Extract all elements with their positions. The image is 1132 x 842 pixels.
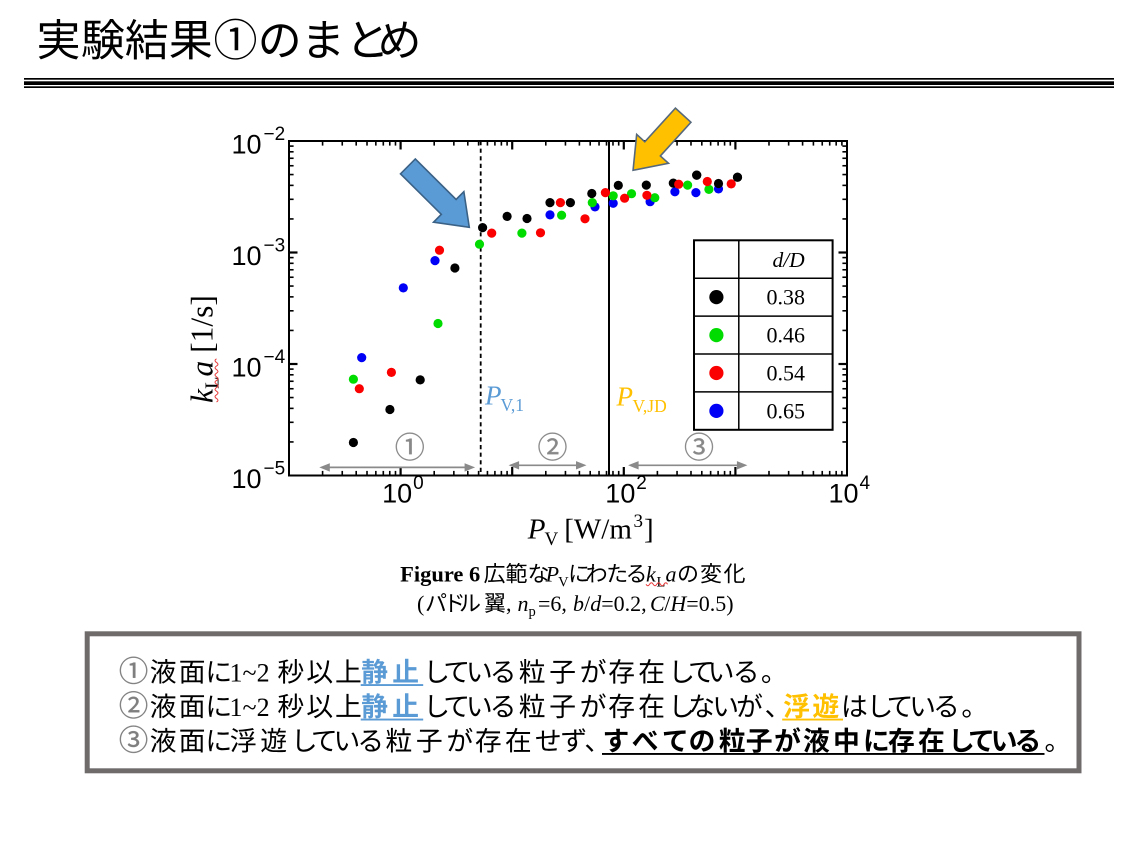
svg-text:10: 10	[231, 129, 261, 159]
svg-text:V: V	[545, 529, 559, 550]
svg-text:3: 3	[634, 511, 644, 532]
svg-text:4: 4	[860, 473, 871, 494]
svg-text:1~2: 1~2	[230, 659, 270, 688]
svg-text:10: 10	[382, 479, 412, 509]
svg-text:V,JD: V,JD	[633, 396, 667, 416]
svg-text:10: 10	[231, 352, 261, 382]
svg-text:−4: −4	[264, 347, 286, 368]
svg-text:[W/m: [W/m	[557, 514, 632, 546]
svg-text:10: 10	[231, 241, 261, 271]
svg-text:Figure 6: Figure 6	[400, 562, 480, 587]
svg-text:b: b	[573, 591, 584, 616]
svg-text:=6,: =6,	[538, 591, 567, 616]
svg-text:/: /	[664, 591, 671, 616]
svg-text:P: P	[545, 562, 559, 587]
svg-text:d: d	[590, 591, 602, 616]
svg-text:0.46: 0.46	[767, 323, 806, 348]
svg-text:C: C	[650, 591, 665, 616]
svg-text:]: ]	[644, 514, 654, 546]
svg-text:L: L	[657, 575, 666, 591]
svg-text:P: P	[527, 514, 546, 546]
svg-text:−3: −3	[264, 235, 286, 256]
svg-text:1~2: 1~2	[230, 693, 270, 722]
svg-text:/: /	[584, 591, 591, 616]
svg-text:0: 0	[413, 473, 424, 494]
svg-text:=0.2,: =0.2,	[601, 591, 646, 616]
svg-text:0.65: 0.65	[767, 398, 806, 423]
svg-text:10: 10	[605, 479, 635, 509]
svg-text:d: d	[773, 248, 784, 272]
svg-text:(: (	[417, 591, 424, 616]
svg-text:p: p	[529, 604, 536, 620]
svg-text:,: ,	[506, 591, 512, 616]
svg-text:H: H	[669, 591, 687, 616]
svg-text:0.38: 0.38	[767, 285, 806, 310]
svg-text:10: 10	[829, 479, 859, 509]
svg-text:10: 10	[231, 464, 261, 494]
svg-text:V: V	[558, 575, 569, 591]
svg-text:2: 2	[636, 473, 647, 494]
svg-text:n: n	[518, 591, 529, 616]
svg-text:k: k	[646, 562, 657, 587]
svg-text:−2: −2	[264, 124, 286, 145]
svg-text:P: P	[616, 382, 634, 412]
svg-text:a: a	[666, 562, 677, 587]
svg-text:0.54: 0.54	[767, 361, 806, 386]
svg-text:kLa [1/s]: kLa [1/s]	[185, 295, 224, 403]
svg-text:/D: /D	[782, 248, 805, 272]
svg-text:P: P	[484, 381, 502, 411]
svg-text:−5: −5	[264, 458, 286, 479]
svg-text:V,1: V,1	[501, 395, 525, 415]
svg-text:=0.5): =0.5)	[686, 591, 733, 616]
